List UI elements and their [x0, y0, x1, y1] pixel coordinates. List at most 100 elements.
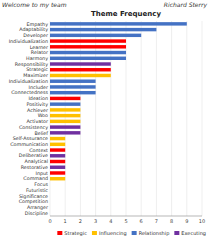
bar — [50, 74, 111, 77]
bar — [50, 34, 141, 37]
tick-label: 3 — [94, 218, 97, 224]
category-label: Deliberative — [19, 153, 48, 158]
tick-label: 6 — [140, 218, 143, 224]
tick-label: 9 — [185, 218, 188, 224]
category-label: Individualization — [9, 39, 48, 44]
category-label: Input — [36, 171, 49, 176]
title: Theme Frequency — [91, 10, 161, 18]
tick-label: 1 — [64, 218, 67, 224]
category-label: Focus — [34, 182, 48, 187]
legend-label: Relationship — [139, 230, 170, 237]
category-label: Discipline — [25, 211, 48, 216]
tick-label: 2 — [79, 218, 82, 224]
category-label: Belief — [34, 131, 48, 136]
category-label: Achiever — [27, 108, 48, 113]
x-axis — [50, 216, 202, 217]
grid-line — [186, 21, 187, 216]
legend-swatch — [92, 231, 97, 235]
category-label: Consistency — [19, 125, 48, 130]
category-label: Empathy — [27, 22, 49, 27]
category-label: Includer — [29, 85, 48, 90]
tick-label: 8 — [170, 218, 173, 224]
bar — [50, 137, 65, 140]
grid-line — [50, 21, 51, 216]
category-label: Restorative — [21, 165, 48, 170]
bar — [50, 108, 80, 111]
category-label: Context — [29, 148, 48, 153]
category-label: Connectedness — [11, 90, 48, 95]
bar — [50, 143, 65, 146]
grid-line — [202, 21, 203, 216]
bar — [50, 22, 187, 25]
category-label: Adaptability — [19, 27, 48, 32]
bar — [50, 131, 80, 134]
bar — [50, 200, 51, 203]
category-label: Developer — [23, 33, 48, 38]
bar — [50, 166, 65, 169]
category-label: Futuristic — [26, 188, 48, 193]
bar — [50, 120, 80, 123]
grid-line — [126, 21, 127, 216]
bar — [50, 125, 80, 128]
category-label: Activator — [26, 119, 48, 124]
category-label: Learner — [30, 45, 48, 50]
category-label: Strategic — [26, 67, 48, 72]
header-left: Welcome to my team — [2, 1, 67, 9]
legend-swatch — [57, 231, 62, 235]
grid-line — [156, 21, 157, 216]
bar — [50, 85, 96, 88]
grid-line — [95, 21, 96, 216]
bar — [50, 45, 126, 48]
legend-swatch — [174, 231, 179, 235]
grid-line — [65, 21, 66, 216]
tick-label: 10 — [199, 218, 205, 224]
category-label: Arranger — [27, 205, 48, 210]
grid-line — [80, 21, 81, 216]
bar — [50, 102, 80, 105]
chart: Welcome to my teamRichard SterryTheme Fr… — [0, 0, 209, 241]
bar — [50, 194, 51, 197]
tick-label: 5 — [124, 218, 127, 224]
bar — [50, 97, 80, 100]
category-label: Woo — [38, 113, 48, 118]
tick-label: 7 — [155, 218, 158, 224]
bar — [50, 91, 96, 94]
bar — [50, 154, 65, 157]
category-label: Responsibility — [15, 62, 48, 67]
bar — [50, 57, 126, 60]
category-label: Analytical — [24, 159, 48, 164]
bar — [50, 183, 51, 186]
bar — [50, 188, 51, 191]
category-label: Command — [23, 176, 48, 181]
bars — [50, 22, 187, 180]
tick-label: 4 — [109, 218, 112, 224]
legend-swatch — [132, 231, 137, 235]
category-label: Communication — [10, 142, 48, 147]
grid-line — [141, 21, 142, 216]
legend: StrategicInfluencingRelationshipExecutin… — [57, 230, 206, 237]
bar — [50, 206, 51, 209]
legend-label: Strategic — [64, 230, 87, 237]
bar — [50, 177, 65, 180]
bar — [50, 148, 65, 151]
tick-label: 0 — [48, 218, 51, 224]
bar — [50, 28, 156, 31]
bar — [50, 68, 111, 71]
bar — [50, 211, 51, 214]
grid-line — [171, 21, 172, 216]
bar — [50, 62, 111, 65]
legend-label: Influencing — [99, 230, 127, 237]
category-label: Harmony — [26, 56, 48, 61]
category-label: Ideation — [28, 96, 48, 101]
bar — [50, 114, 80, 117]
category-label: Individualization — [9, 79, 48, 84]
category-label: Relator — [31, 50, 48, 55]
bar — [50, 51, 126, 54]
category-label: Significance — [19, 194, 48, 199]
bar — [50, 160, 65, 163]
bar — [50, 171, 65, 174]
bar — [50, 39, 126, 42]
category-label: Maximizer — [23, 73, 48, 78]
category-label: Positivity — [26, 102, 48, 107]
category-label: Self-Assurance — [13, 136, 48, 141]
